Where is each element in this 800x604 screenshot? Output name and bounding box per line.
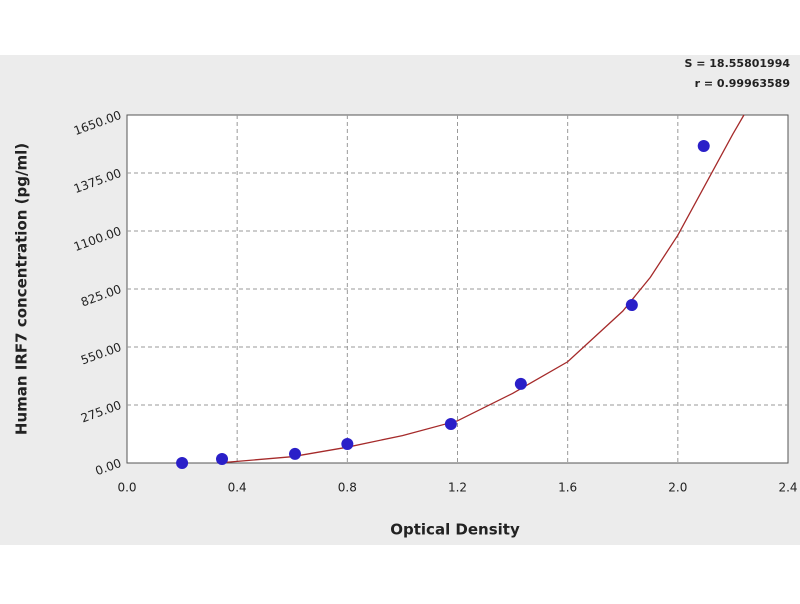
data-point: [341, 438, 354, 451]
x-tick-label: 2.4: [778, 481, 797, 495]
annotation: r = 0.99963589: [695, 77, 790, 90]
x-tick-label: 1.2: [448, 481, 467, 495]
y-axis-label: Human IRF7 concentration (pg/ml): [13, 143, 31, 435]
x-axis-label: Optical Density: [390, 521, 520, 539]
data-point: [514, 377, 527, 390]
data-point: [444, 417, 457, 430]
data-point: [176, 457, 189, 469]
x-tick-label: 0.4: [228, 481, 247, 495]
data-point: [216, 452, 229, 465]
x-tick-label: 2.0: [668, 481, 687, 495]
data-point: [697, 140, 710, 153]
data-point: [625, 299, 638, 312]
x-tick-label: 1.6: [558, 481, 577, 495]
data-point: [289, 447, 302, 460]
x-tick-label: 0.0: [117, 481, 136, 495]
annotation: S = 18.55801994: [684, 57, 790, 70]
x-tick-label: 0.8: [338, 481, 357, 495]
